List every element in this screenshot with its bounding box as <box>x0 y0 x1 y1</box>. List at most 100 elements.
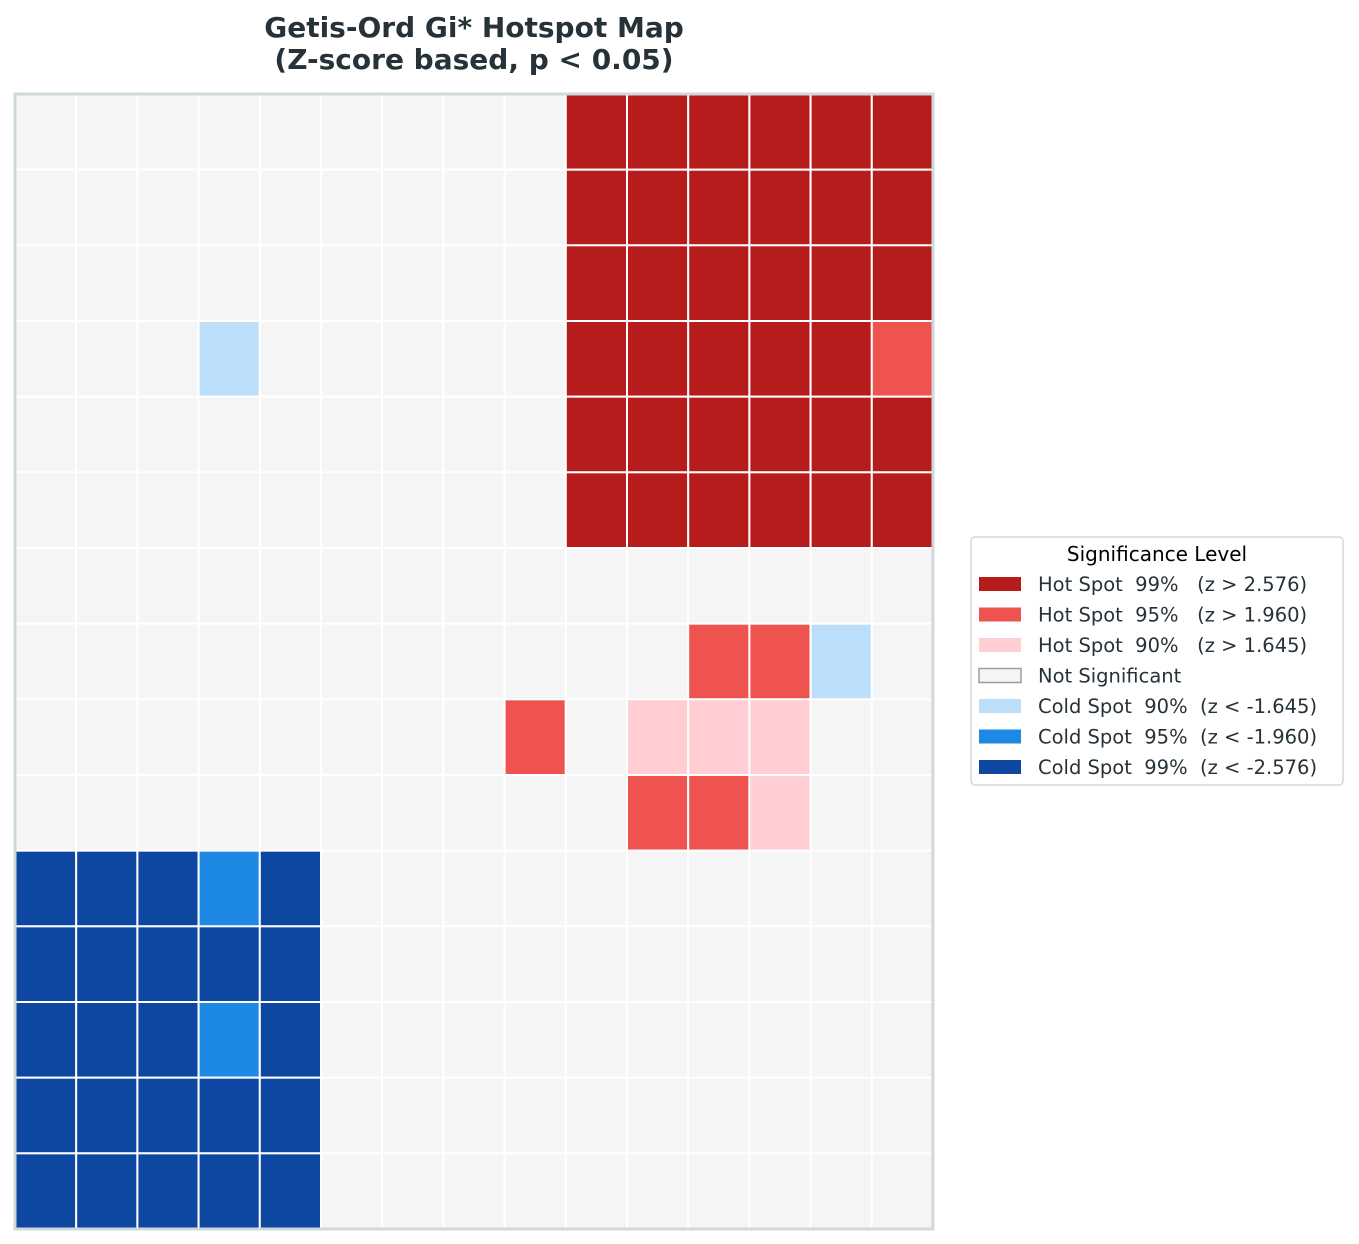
heatmap-cell-r12-c11 <box>687 1001 751 1079</box>
heatmap-cell-r1-c14 <box>870 168 934 247</box>
heatmap-cell-r7-c12 <box>748 622 812 701</box>
heatmap-cell-r7-c14 <box>870 622 934 701</box>
heatmap-cell-r11-c9 <box>564 925 628 1004</box>
heatmap-cell-r7-c9 <box>564 622 628 701</box>
heatmap-cell-r2-c10 <box>626 244 690 322</box>
heatmap-cell-r13-c2 <box>136 1076 200 1155</box>
heatmap-cell-r14-c1 <box>75 1152 139 1230</box>
heatmap-cell-r4-c9 <box>564 395 628 474</box>
heatmap-cell-r5-c6 <box>381 471 445 549</box>
heatmap-cell-r7-c10 <box>626 622 690 701</box>
heatmap-cell-r4-c12 <box>748 395 812 474</box>
heatmap-cell-r9-c0 <box>14 774 78 852</box>
heatmap-cell-r5-c7 <box>442 471 506 549</box>
heatmap-cell-r4-c3 <box>197 395 261 474</box>
heatmap-cell-r9-c14 <box>870 774 934 852</box>
heatmap-cell-r12-c1 <box>75 1001 139 1079</box>
legend-label-4: Cold Spot 90% (z < -1.645) <box>1038 695 1317 718</box>
heatmap-cell-r2-c12 <box>748 244 812 322</box>
heatmap-cell-r13-c9 <box>564 1076 628 1155</box>
heatmap-cell-r11-c4 <box>258 925 322 1004</box>
heatmap-cell-r12-c9 <box>564 1001 628 1079</box>
heatmap-cell-r7-c2 <box>136 622 200 701</box>
heatmap-cell-r13-c14 <box>870 1076 934 1155</box>
legend-entries: Hot Spot 99% (z > 2.576) Hot Spot 95% (z … <box>978 573 1317 779</box>
heatmap-cell-r0-c12 <box>748 93 812 171</box>
heatmap-cell-r13-c3 <box>197 1076 261 1155</box>
heatmap-cell-r6-c10 <box>626 547 690 625</box>
heatmap-cell-r12-c3 <box>197 1001 261 1079</box>
heatmap-cell-r9-c7 <box>442 774 506 852</box>
heatmap-cell-r14-c13 <box>809 1152 873 1230</box>
heatmap-cell-r6-c2 <box>136 547 200 625</box>
heatmap-cell-r10-c3 <box>197 849 261 928</box>
heatmap-cell-r0-c4 <box>258 93 322 171</box>
heatmap-cell-r7-c6 <box>381 622 445 701</box>
heatmap-cell-r7-c4 <box>258 622 322 701</box>
heatmap-cell-r10-c12 <box>748 849 812 928</box>
heatmap-cell-r10-c9 <box>564 849 628 928</box>
heatmap-cell-r2-c14 <box>870 244 934 322</box>
heatmap-cell-r7-c3 <box>197 622 261 701</box>
heatmap-cell-r6-c3 <box>197 547 261 625</box>
heatmap-cell-r7-c7 <box>442 622 506 701</box>
heatmap-cell-r0-c11 <box>687 93 751 171</box>
heatmap-cell-r11-c14 <box>870 925 934 1004</box>
heatmap-cell-r5-c9 <box>564 471 628 549</box>
heatmap-cell-r4-c6 <box>381 395 445 474</box>
heatmap-cell-r14-c9 <box>564 1152 628 1230</box>
heatmap-cell-r7-c5 <box>320 622 384 701</box>
heatmap-cell-r1-c10 <box>626 168 690 247</box>
legend-label-3: Not Significant <box>1038 665 1182 688</box>
heatmap-cell-r8-c7 <box>442 698 506 777</box>
heatmap-cell-r13-c8 <box>503 1076 567 1155</box>
heatmap-cell-r8-c14 <box>870 698 934 777</box>
heatmap-cell-r14-c12 <box>748 1152 812 1230</box>
heatmap-cell-r8-c3 <box>197 698 261 777</box>
heatmap-cell-r2-c7 <box>442 244 506 322</box>
heatmap-cell-r13-c1 <box>75 1076 139 1155</box>
legend-label-0: Hot Spot 99% (z > 2.576) <box>1038 573 1307 596</box>
heatmap-cell-r0-c14 <box>870 93 934 171</box>
heatmap-cell-r10-c7 <box>442 849 506 928</box>
chart-title-line2: (Z-score based, p < 0.05) <box>274 43 673 76</box>
heatmap-cell-r7-c11 <box>687 622 751 701</box>
heatmap-cell-r4-c4 <box>258 395 322 474</box>
heatmap-cell-r8-c4 <box>258 698 322 777</box>
heatmap-cell-r4-c11 <box>687 395 751 474</box>
heatmap-cell-r0-c5 <box>320 93 384 171</box>
heatmap-cell-r7-c0 <box>14 622 78 701</box>
heatmap-cell-r11-c8 <box>503 925 567 1004</box>
legend-title: Significance Level <box>1067 542 1247 566</box>
heatmap-cell-r8-c0 <box>14 698 78 777</box>
heatmap-cell-r14-c8 <box>503 1152 567 1230</box>
heatmap-cell-r14-c7 <box>442 1152 506 1230</box>
heatmap-cell-r4-c13 <box>809 395 873 474</box>
heatmap-cell-r4-c14 <box>870 395 934 474</box>
heatmap-cell-r1-c8 <box>503 168 567 247</box>
heatmap-cell-r12-c13 <box>809 1001 873 1079</box>
heatmap-cell-r6-c9 <box>564 547 628 625</box>
heatmap-cell-r6-c13 <box>809 547 873 625</box>
heatmap-cell-r8-c5 <box>320 698 384 777</box>
heatmap-cell-r9-c4 <box>258 774 322 852</box>
heatmap-cell-r2-c9 <box>564 244 628 322</box>
heatmap-cell-r2-c11 <box>687 244 751 322</box>
heatmap-cell-r6-c14 <box>870 547 934 625</box>
heatmap-cell-r14-c10 <box>626 1152 690 1230</box>
heatmap-cell-r12-c14 <box>870 1001 934 1079</box>
heatmap-cell-r2-c13 <box>809 244 873 322</box>
heatmap-cell-r0-c6 <box>381 93 445 171</box>
heatmap-cell-r13-c4 <box>258 1076 322 1155</box>
heatmap-cell-r14-c14 <box>870 1152 934 1230</box>
heatmap-cell-r8-c8 <box>503 698 567 777</box>
heatmap-cell-r11-c10 <box>626 925 690 1004</box>
heatmap-cell-r5-c1 <box>75 471 139 549</box>
heatmap-cell-r8-c6 <box>381 698 445 777</box>
legend: Significance Level Hot Spot 99% (z > 2.5… <box>970 536 1344 786</box>
heatmap-cell-r8-c13 <box>809 698 873 777</box>
heatmap-cell-r7-c13 <box>809 622 873 701</box>
heatmap-cell-r14-c11 <box>687 1152 751 1230</box>
heatmap-cell-r3-c3 <box>197 320 261 398</box>
